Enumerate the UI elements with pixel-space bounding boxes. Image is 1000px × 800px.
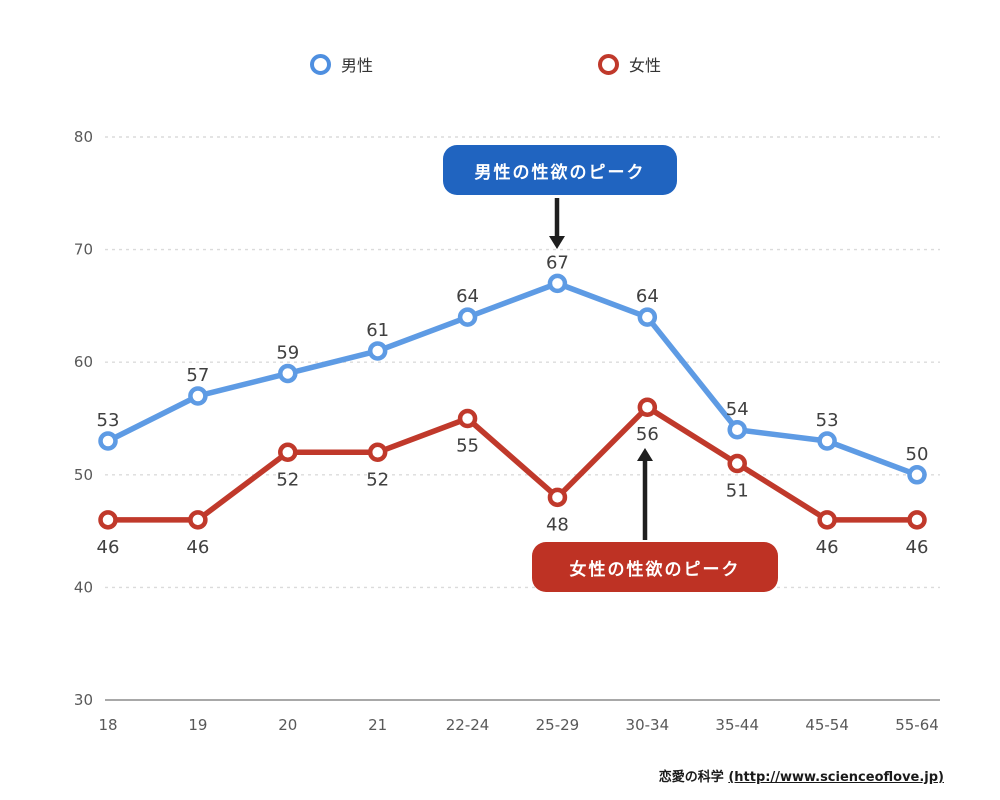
- data-point-marker: [457, 307, 478, 327]
- data-point-marker: [98, 510, 118, 530]
- data-point-label: 46: [97, 537, 120, 558]
- data-point-label: 51: [726, 481, 749, 502]
- data-point-marker: [98, 431, 118, 451]
- legend-item-female: 女性: [598, 52, 661, 76]
- data-point-marker: [278, 442, 298, 463]
- data-point-label: 53: [816, 410, 839, 431]
- callout-arrow-head: [637, 448, 653, 461]
- data-point-marker: [817, 431, 837, 451]
- data-point-label: 46: [186, 537, 209, 558]
- x-tick-label: 22-24: [446, 716, 490, 734]
- x-tick-label: 18: [98, 716, 117, 734]
- data-point-marker: [817, 510, 837, 530]
- data-point-marker: [188, 510, 208, 530]
- source-attribution: 恋愛の科学 (http://www.scienceoflove.jp): [659, 766, 944, 785]
- data-point-marker: [907, 465, 927, 485]
- x-tick-label: 19: [188, 716, 207, 734]
- source-site-name: 恋愛の科学: [658, 770, 724, 785]
- data-point-marker: [637, 397, 658, 417]
- female-peak-callout: 女性の性欲のピーク: [532, 542, 778, 592]
- x-tick-label: 20: [278, 716, 297, 734]
- data-point-marker: [547, 273, 568, 294]
- data-point-label: 56: [636, 424, 659, 445]
- data-point-label: 64: [636, 286, 659, 307]
- data-point-marker: [727, 420, 747, 440]
- x-tick-label: 25-29: [536, 716, 580, 734]
- series-line: [105, 404, 920, 523]
- data-point-label: 61: [366, 320, 389, 341]
- callout-arrow-head: [549, 236, 565, 249]
- x-tick-label: 35-44: [715, 716, 759, 734]
- data-point-marker: [727, 453, 747, 474]
- data-point-label: 48: [546, 514, 569, 535]
- data-point-label: 53: [97, 410, 120, 431]
- data-point-label: 59: [276, 342, 299, 363]
- female-series-marker-icon: [598, 53, 619, 75]
- data-point-label: 52: [366, 469, 389, 490]
- x-tick-label: 55-64: [895, 716, 939, 734]
- data-point-label: 55: [456, 436, 479, 457]
- data-point-marker: [188, 386, 208, 406]
- data-point-marker: [367, 442, 388, 463]
- y-tick-label: 50: [74, 466, 93, 484]
- y-tick-label: 70: [74, 241, 93, 259]
- male-peak-callout: 男性の性欲のピーク: [443, 145, 677, 195]
- data-point-label: 67: [546, 252, 569, 273]
- y-tick-label: 40: [74, 578, 93, 596]
- data-point-label: 46: [816, 537, 839, 558]
- data-point-label: 64: [456, 286, 479, 307]
- data-point-label: 57: [186, 365, 209, 386]
- x-tick-label: 30-34: [626, 716, 670, 734]
- y-tick-label: 60: [74, 353, 93, 371]
- y-tick-label: 30: [74, 691, 93, 709]
- data-point-marker: [547, 487, 568, 508]
- male-series-marker-icon: [310, 53, 331, 75]
- y-tick-label: 80: [74, 128, 93, 146]
- legend-item-male: 男性: [310, 52, 373, 76]
- data-point-marker: [278, 363, 298, 384]
- data-point-label: 50: [906, 444, 929, 465]
- series-line: [105, 280, 920, 478]
- x-tick-label: 45-54: [805, 716, 849, 734]
- x-tick-label: 21: [368, 716, 387, 734]
- legend-label-male: 男性: [341, 56, 374, 75]
- source-url-link[interactable]: (http://www.scienceoflove.jp): [728, 770, 944, 785]
- data-point-label: 46: [906, 537, 929, 558]
- data-point-marker: [367, 341, 388, 361]
- data-point-label: 52: [276, 469, 299, 490]
- data-point-marker: [907, 510, 927, 530]
- data-point-label: 54: [726, 399, 749, 420]
- data-point-marker: [637, 307, 658, 327]
- data-point-marker: [457, 408, 478, 429]
- legend-label-female: 女性: [629, 56, 662, 75]
